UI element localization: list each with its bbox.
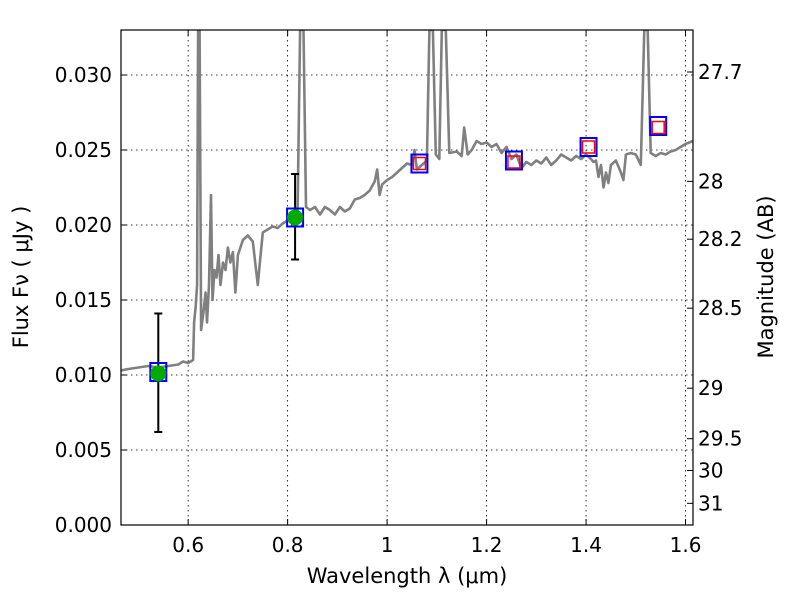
observed-marker [579,137,598,157]
x-tick-label: 0.8 [272,533,304,557]
x-axis: 0.6 0.8 1 1.2 1.4 1.6 [172,30,701,557]
magnitude-tick-label: 28.5 [698,296,743,320]
y-tick-label: 0.000 [55,513,112,537]
model-marker [507,155,521,169]
magnitude-tick-label: 31 [698,491,723,515]
x-tick-label: 1.6 [670,533,702,557]
photometry-point [150,365,167,382]
magnitude-tick-label: 29.5 [698,427,743,451]
observed-marker [410,153,429,174]
photometry-series [149,116,668,433]
model-marker [412,156,427,171]
y-tick-label: 0.025 [55,138,112,162]
magnitude-tick-label: 28 [698,169,723,193]
y-tick-label: 0.030 [55,63,112,87]
spectrum-line [121,30,693,372]
y-axis-title: Flux Fν ( μJy ) [9,206,33,349]
photometry-point [287,209,304,226]
x-tick-label: 1.4 [570,533,602,557]
spectrum-series [121,30,693,372]
magnitude-axis: 27.7 28 28.2 28.5 29 29.5 30 31 [687,60,743,515]
y-tick-label: 0.010 [55,363,112,387]
observed-marker [504,150,523,171]
grid [121,30,693,525]
magnitude-axis-title: Magnitude (AB) [754,195,778,358]
magnitude-tick-label: 30 [698,459,723,483]
magnitude-tick-label: 27.7 [698,60,743,84]
model-marker [651,120,665,135]
y-tick-label: 0.015 [55,288,112,312]
observed-marker [649,116,668,136]
x-tick-label: 1 [381,533,394,557]
x-axis-title: Wavelength λ (μm) [307,564,508,588]
x-tick-label: 0.6 [172,533,204,557]
y-axis: 0.000 0.005 0.010 0.015 0.020 0.025 0.030 [55,63,127,537]
y-tick-label: 0.020 [55,213,112,237]
plot-frame [120,29,694,526]
magnitude-tick-label: 28.2 [698,227,743,251]
model-marker [581,140,596,154]
y-tick-label: 0.005 [55,438,112,462]
x-tick-label: 1.2 [471,533,503,557]
magnitude-tick-label: 29 [698,376,723,400]
